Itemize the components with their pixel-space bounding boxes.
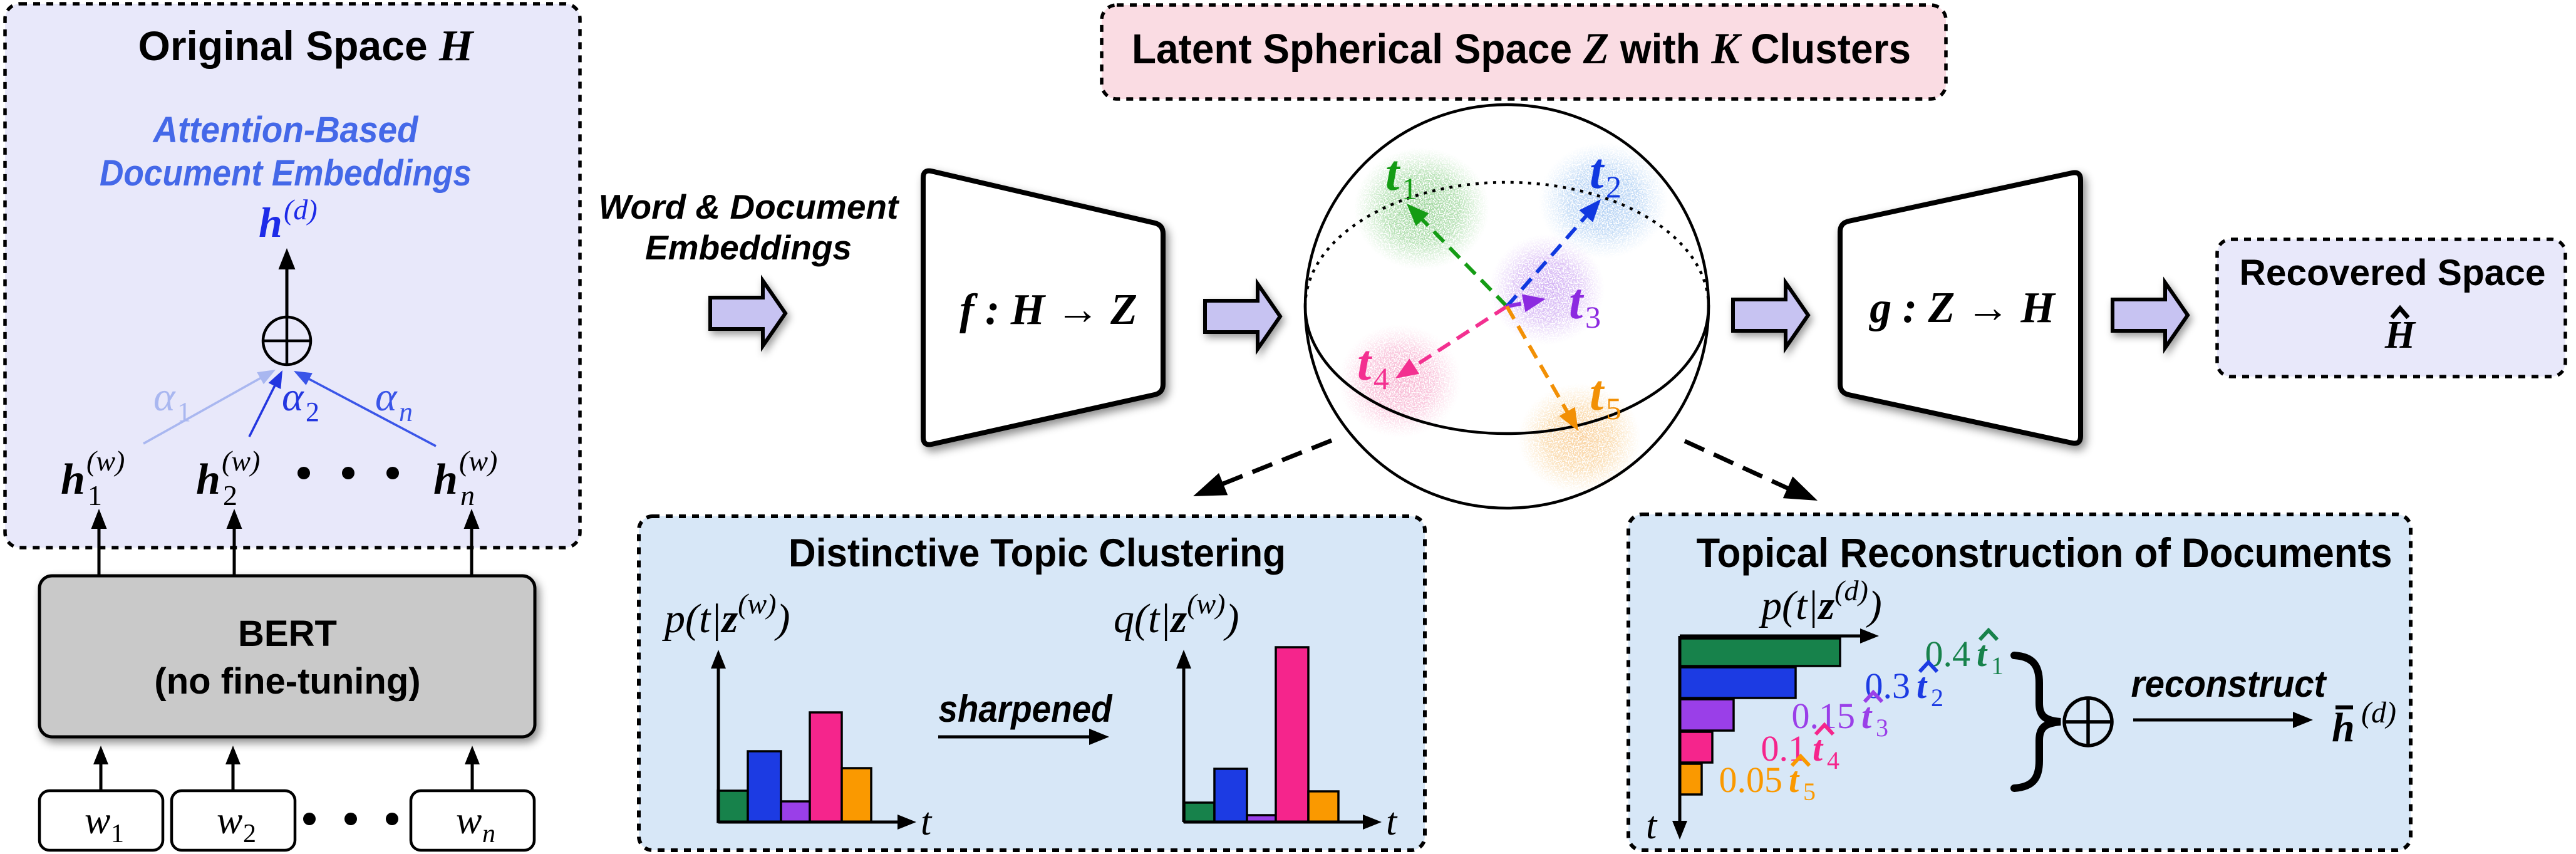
svg-text:Topical Reconstruction of Docu: Topical Reconstruction of Documents	[1697, 529, 2392, 576]
svg-text:0.05: 0.05	[1719, 759, 1783, 800]
svg-text:Document Embeddings: Document Embeddings	[100, 153, 472, 194]
svg-text:w: w	[217, 799, 242, 842]
svg-text:α: α	[153, 374, 176, 420]
svg-text:(w): (w)	[222, 445, 260, 477]
svg-text:Word & Document: Word & Document	[599, 187, 900, 226]
svg-text:Recovered Space: Recovered Space	[2240, 253, 2546, 293]
svg-text:α: α	[375, 374, 398, 420]
svg-text:4: 4	[1827, 746, 1839, 774]
svg-text:(w): (w)	[459, 445, 497, 477]
svg-text:5: 5	[1803, 778, 1816, 806]
svg-text:(d): (d)	[2361, 696, 2396, 729]
svg-text:t: t	[1385, 146, 1401, 201]
svg-text:3: 3	[1585, 299, 1601, 335]
svg-text:h: h	[61, 456, 85, 504]
svg-text:t: t	[1386, 801, 1398, 843]
svg-text:0.15: 0.15	[1792, 695, 1856, 736]
svg-text:5: 5	[1606, 391, 1622, 426]
svg-text:1: 1	[1991, 652, 2004, 680]
svg-text:2: 2	[243, 820, 256, 848]
svg-text:3: 3	[1876, 714, 1888, 742]
svg-text:n: n	[460, 479, 475, 511]
svg-text:1: 1	[177, 397, 191, 427]
svg-text:h: h	[259, 199, 282, 246]
svg-text:0.1: 0.1	[1761, 728, 1807, 769]
svg-text:2: 2	[306, 397, 319, 427]
svg-text:t: t	[1861, 695, 1873, 736]
svg-text:n: n	[482, 820, 495, 848]
svg-text:2: 2	[1931, 684, 1943, 712]
svg-text:t: t	[1590, 366, 1605, 421]
svg-text:2: 2	[1606, 169, 1622, 204]
svg-text:1: 1	[111, 820, 124, 848]
svg-text:(d): (d)	[284, 194, 318, 226]
svg-text:BERT: BERT	[238, 613, 337, 654]
svg-text:w: w	[85, 799, 110, 842]
svg-text:Original Space H: Original Space H	[138, 22, 475, 70]
svg-text:h: h	[196, 456, 220, 504]
svg-text:α: α	[282, 374, 304, 420]
svg-text:t: t	[1646, 805, 1658, 847]
svg-text:t: t	[1569, 274, 1585, 330]
svg-text:H: H	[2384, 314, 2416, 357]
svg-text:0.3: 0.3	[1865, 665, 1911, 706]
svg-text:h: h	[433, 456, 458, 504]
svg-text:2: 2	[223, 479, 237, 511]
svg-text:Attention-Based: Attention-Based	[152, 110, 419, 150]
svg-text:h: h	[2332, 705, 2355, 751]
svg-text:Latent Spherical Space Z with: Latent Spherical Space Z with K Clusters	[1132, 24, 1911, 73]
svg-text:sharpened: sharpened	[939, 688, 1113, 730]
svg-text:n: n	[399, 397, 413, 427]
svg-text:(w): (w)	[86, 445, 125, 477]
svg-text:t: t	[1357, 336, 1373, 391]
svg-text:Embeddings: Embeddings	[645, 228, 852, 267]
svg-text:1: 1	[1402, 171, 1417, 206]
svg-text:t: t	[1789, 759, 1800, 800]
svg-text:p(t|z(d)): p(t|z(d))	[1759, 575, 1882, 628]
svg-text:(no fine-tuning): (no fine-tuning)	[154, 661, 420, 702]
svg-text:1: 1	[88, 479, 102, 511]
svg-text:t: t	[921, 801, 933, 843]
svg-text:4: 4	[1373, 361, 1389, 396]
svg-text:t: t	[1813, 728, 1824, 769]
svg-text:f : H → Z: f : H → Z	[960, 286, 1137, 334]
svg-text:t: t	[1916, 665, 1928, 706]
svg-text:reconstruct: reconstruct	[2131, 663, 2328, 705]
svg-text:t: t	[1590, 144, 1605, 199]
svg-text:t: t	[1977, 633, 1988, 674]
svg-text:Distinctive Topic Clustering: Distinctive Topic Clustering	[789, 531, 1286, 575]
svg-text:w: w	[456, 799, 482, 842]
svg-text:g : Z → H: g : Z → H	[1868, 284, 2056, 332]
